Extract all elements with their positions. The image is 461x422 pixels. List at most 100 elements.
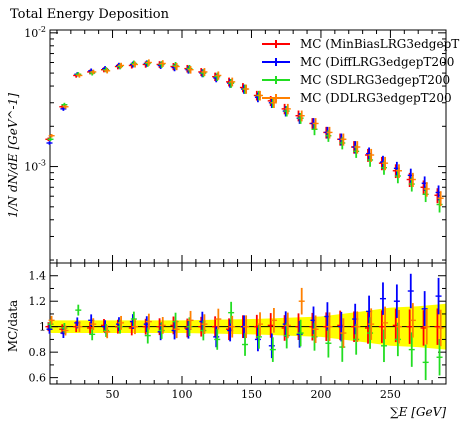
main-data-point	[423, 182, 430, 197]
ratio-data-point	[297, 319, 304, 347]
main-data-point	[130, 60, 137, 67]
ratio-data-point	[435, 277, 442, 315]
main-data-point	[118, 62, 125, 69]
ratio-axis-ticks: 0.6 0.8 1 1.2 1.4 50 100 150 200 250	[29, 263, 447, 401]
main-chart-title: Total Energy Deposition	[10, 7, 170, 22]
ratio-y-tick-label: 0.6	[29, 372, 47, 385]
main-data-point	[368, 148, 375, 162]
ratio-data-point	[215, 308, 222, 330]
ratio-data-point	[201, 314, 208, 335]
main-data-point	[395, 164, 402, 179]
main-data-point	[382, 156, 389, 171]
ratio-data-point	[354, 311, 361, 342]
main-plot-panel: 10-2 10-3 1/N dN/dE [GeV^-1]	[6, 25, 447, 264]
ratio-data-point	[380, 329, 387, 363]
ratio-data-point	[382, 306, 389, 340]
ratio-data-point	[421, 291, 428, 327]
ratio-data-point	[298, 287, 305, 315]
legend-label: MC (DiffLRG3edgepT200	[300, 55, 454, 69]
main-data-series	[45, 59, 444, 213]
main-data-point	[145, 59, 152, 66]
x-tick-label: 50	[106, 388, 120, 401]
main-y-tick-label: 10-2	[24, 25, 46, 40]
legend-item: MC (DDLRG3edgepT200	[262, 91, 452, 105]
ratio-data-point	[395, 309, 402, 344]
ratio-y-tick-label: 1.2	[29, 295, 47, 308]
ratio-data-series	[45, 273, 444, 381]
ratio-data-point	[436, 339, 443, 376]
main-data-point	[298, 110, 305, 122]
ratio-data-point	[283, 322, 290, 349]
main-data-point	[186, 64, 193, 73]
ratio-data-point	[268, 333, 275, 359]
main-data-point	[46, 141, 53, 145]
legend: MC (MinBiasLRG3edgepT MC (DiffLRG3edgepT2…	[262, 37, 459, 105]
ratio-data-point	[130, 311, 137, 327]
legend-label: MC (MinBiasLRG3edgepT	[300, 37, 459, 51]
ratio-data-point	[406, 309, 413, 344]
main-data-point	[229, 77, 236, 87]
main-y-tick-label: 10-3	[24, 159, 46, 174]
ratio-data-point	[226, 318, 233, 341]
main-data-point	[284, 103, 291, 115]
main-data-point	[131, 61, 138, 68]
ratio-data-point	[145, 313, 152, 330]
ratio-y-tick-label: 0.8	[29, 346, 47, 359]
ratio-data-point	[257, 312, 264, 336]
ratio-y-tick-label: 1	[39, 321, 46, 334]
ratio-data-point	[296, 321, 303, 348]
x-tick-label: 150	[241, 388, 262, 401]
x-tick-label: 250	[380, 388, 401, 401]
main-data-point	[47, 137, 54, 142]
ratio-data-point	[269, 337, 276, 362]
ratio-data-point	[187, 310, 194, 330]
ratio-data-point	[255, 325, 262, 349]
legend-item: MC (MinBiasLRG3edgepT	[262, 37, 459, 51]
main-data-point	[159, 60, 166, 67]
x-tick-label: 200	[310, 388, 331, 401]
main-data-point	[60, 106, 67, 111]
ratio-data-point	[62, 325, 69, 336]
ratio-data-point	[142, 318, 149, 335]
ratio-data-point	[104, 325, 111, 339]
ratio-y-axis-label: MC/data	[6, 300, 20, 352]
ratio-data-point	[326, 312, 333, 341]
ratio-data-point	[76, 321, 83, 333]
ratio-data-point	[270, 307, 277, 333]
ratio-data-point	[47, 319, 54, 329]
ratio-data-point	[159, 317, 166, 334]
main-data-point	[436, 197, 443, 213]
main-data-point	[158, 61, 165, 68]
ratio-data-point	[393, 284, 400, 318]
main-data-point	[340, 133, 347, 146]
ratio-data-point	[378, 310, 385, 343]
ratio-data-point	[228, 301, 235, 324]
ratio-data-point	[229, 315, 236, 338]
ratio-data-point	[437, 309, 444, 347]
ratio-data-point	[423, 308, 430, 345]
main-data-point	[104, 68, 111, 74]
main-data-point	[90, 69, 97, 75]
ratio-data-point	[118, 315, 125, 330]
ratio-data-point	[312, 315, 319, 344]
ratio-data-point	[340, 318, 347, 348]
main-data-point	[326, 126, 333, 139]
ratio-data-point	[420, 310, 427, 346]
main-data-point	[409, 172, 416, 188]
ratio-data-point	[267, 313, 274, 338]
legend-label: MC (DDLRG3edgepT200	[300, 91, 452, 105]
main-data-point	[437, 191, 444, 207]
main-data-point	[257, 90, 264, 101]
ratio-data-point	[48, 315, 55, 325]
ratio-data-point	[213, 326, 220, 348]
ratio-data-point	[214, 329, 221, 350]
legend-item: MC (SDLRG3edgepT200	[262, 73, 450, 87]
ratio-plot-panel: 0.6 0.8 1 1.2 1.4 50 100 150 200 250 MC/data ∑E […	[6, 262, 447, 419]
main-data-point	[187, 66, 194, 74]
ratio-data-point	[408, 332, 415, 367]
ratio-data-point	[379, 282, 386, 315]
main-data-point	[312, 118, 319, 130]
ratio-data-point	[131, 319, 138, 335]
legend-item: MC (DiffLRG3edgepT200	[262, 55, 454, 69]
ratio-data-point	[368, 308, 375, 340]
